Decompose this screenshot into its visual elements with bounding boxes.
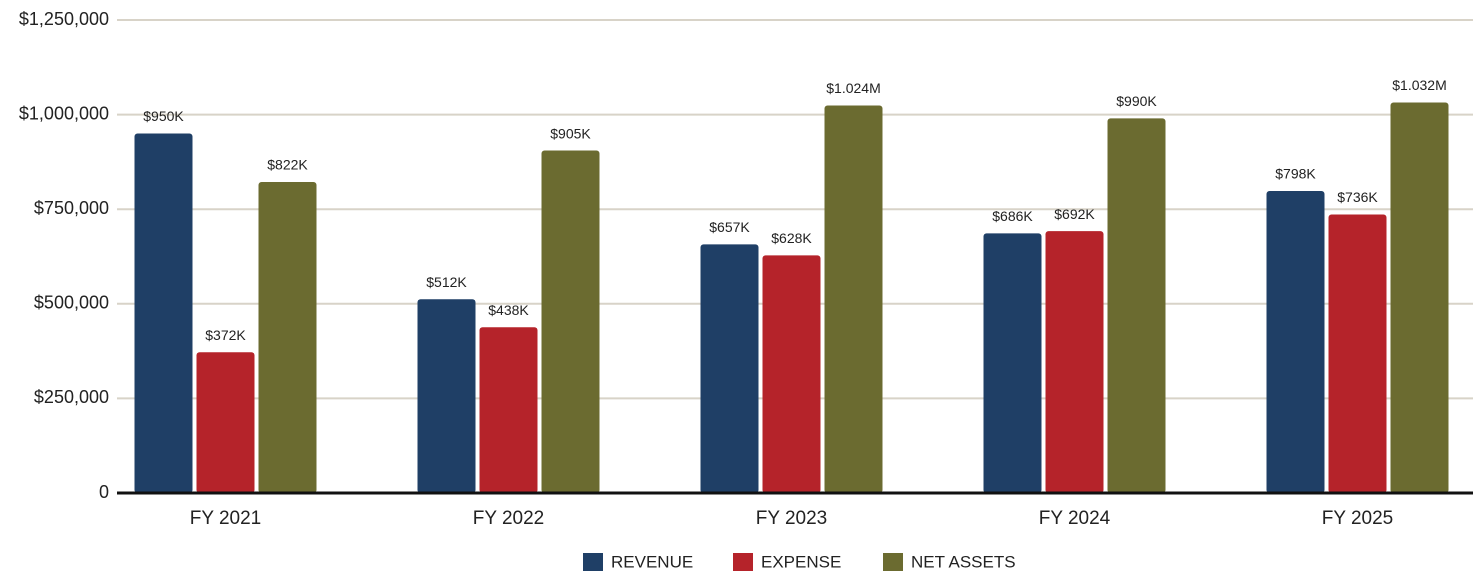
x-tick-label: FY 2024: [1039, 508, 1111, 529]
legend-label: EXPENSE: [761, 552, 841, 571]
y-tick-label: $750,000: [34, 198, 109, 218]
value-label: $950K: [143, 108, 184, 124]
y-tick-label: 0: [99, 482, 109, 502]
value-label: $512K: [426, 274, 467, 290]
legend-swatch: [883, 553, 903, 571]
x-tick-label: FY 2022: [473, 508, 544, 529]
value-label: $822K: [267, 157, 308, 173]
bar: [824, 105, 883, 493]
x-tick-label: FY 2025: [1322, 508, 1393, 529]
bar: [134, 133, 193, 493]
legend-swatch: [583, 553, 603, 571]
value-label: $990K: [1116, 93, 1157, 109]
bar: [258, 181, 317, 493]
bar: [479, 327, 538, 493]
x-tick-label: FY 2021: [190, 508, 261, 529]
value-label: $1.024M: [826, 80, 880, 96]
bar: [762, 255, 821, 493]
y-tick-label: $1,250,000: [19, 9, 109, 29]
value-label: $1.032M: [1392, 77, 1446, 93]
bar: [1328, 214, 1387, 493]
bar: [1390, 102, 1449, 493]
y-tick-label: $1,000,000: [19, 103, 109, 123]
value-label: $657K: [709, 219, 750, 235]
bar: [700, 244, 759, 493]
value-label: $372K: [205, 327, 246, 343]
x-tick-label: FY 2023: [756, 508, 827, 529]
bar: [983, 233, 1042, 493]
value-label: $736K: [1337, 189, 1378, 205]
legend-label: REVENUE: [611, 552, 693, 571]
value-label: $798K: [1275, 166, 1316, 182]
value-label: $905K: [550, 125, 591, 141]
value-label: $686K: [992, 208, 1033, 224]
bar: [196, 352, 255, 493]
y-tick-label: $250,000: [34, 387, 109, 407]
bar: [1266, 191, 1325, 493]
bar: [541, 150, 600, 493]
value-label: $438K: [488, 302, 529, 318]
bar: [1107, 118, 1166, 493]
bar: [1045, 231, 1104, 493]
y-tick-label: $500,000: [34, 293, 109, 313]
legend-label: NET ASSETS: [911, 552, 1016, 571]
value-label: $692K: [1054, 206, 1095, 222]
value-label: $628K: [771, 230, 812, 246]
bar: [417, 299, 476, 493]
legend-swatch: [733, 553, 753, 571]
